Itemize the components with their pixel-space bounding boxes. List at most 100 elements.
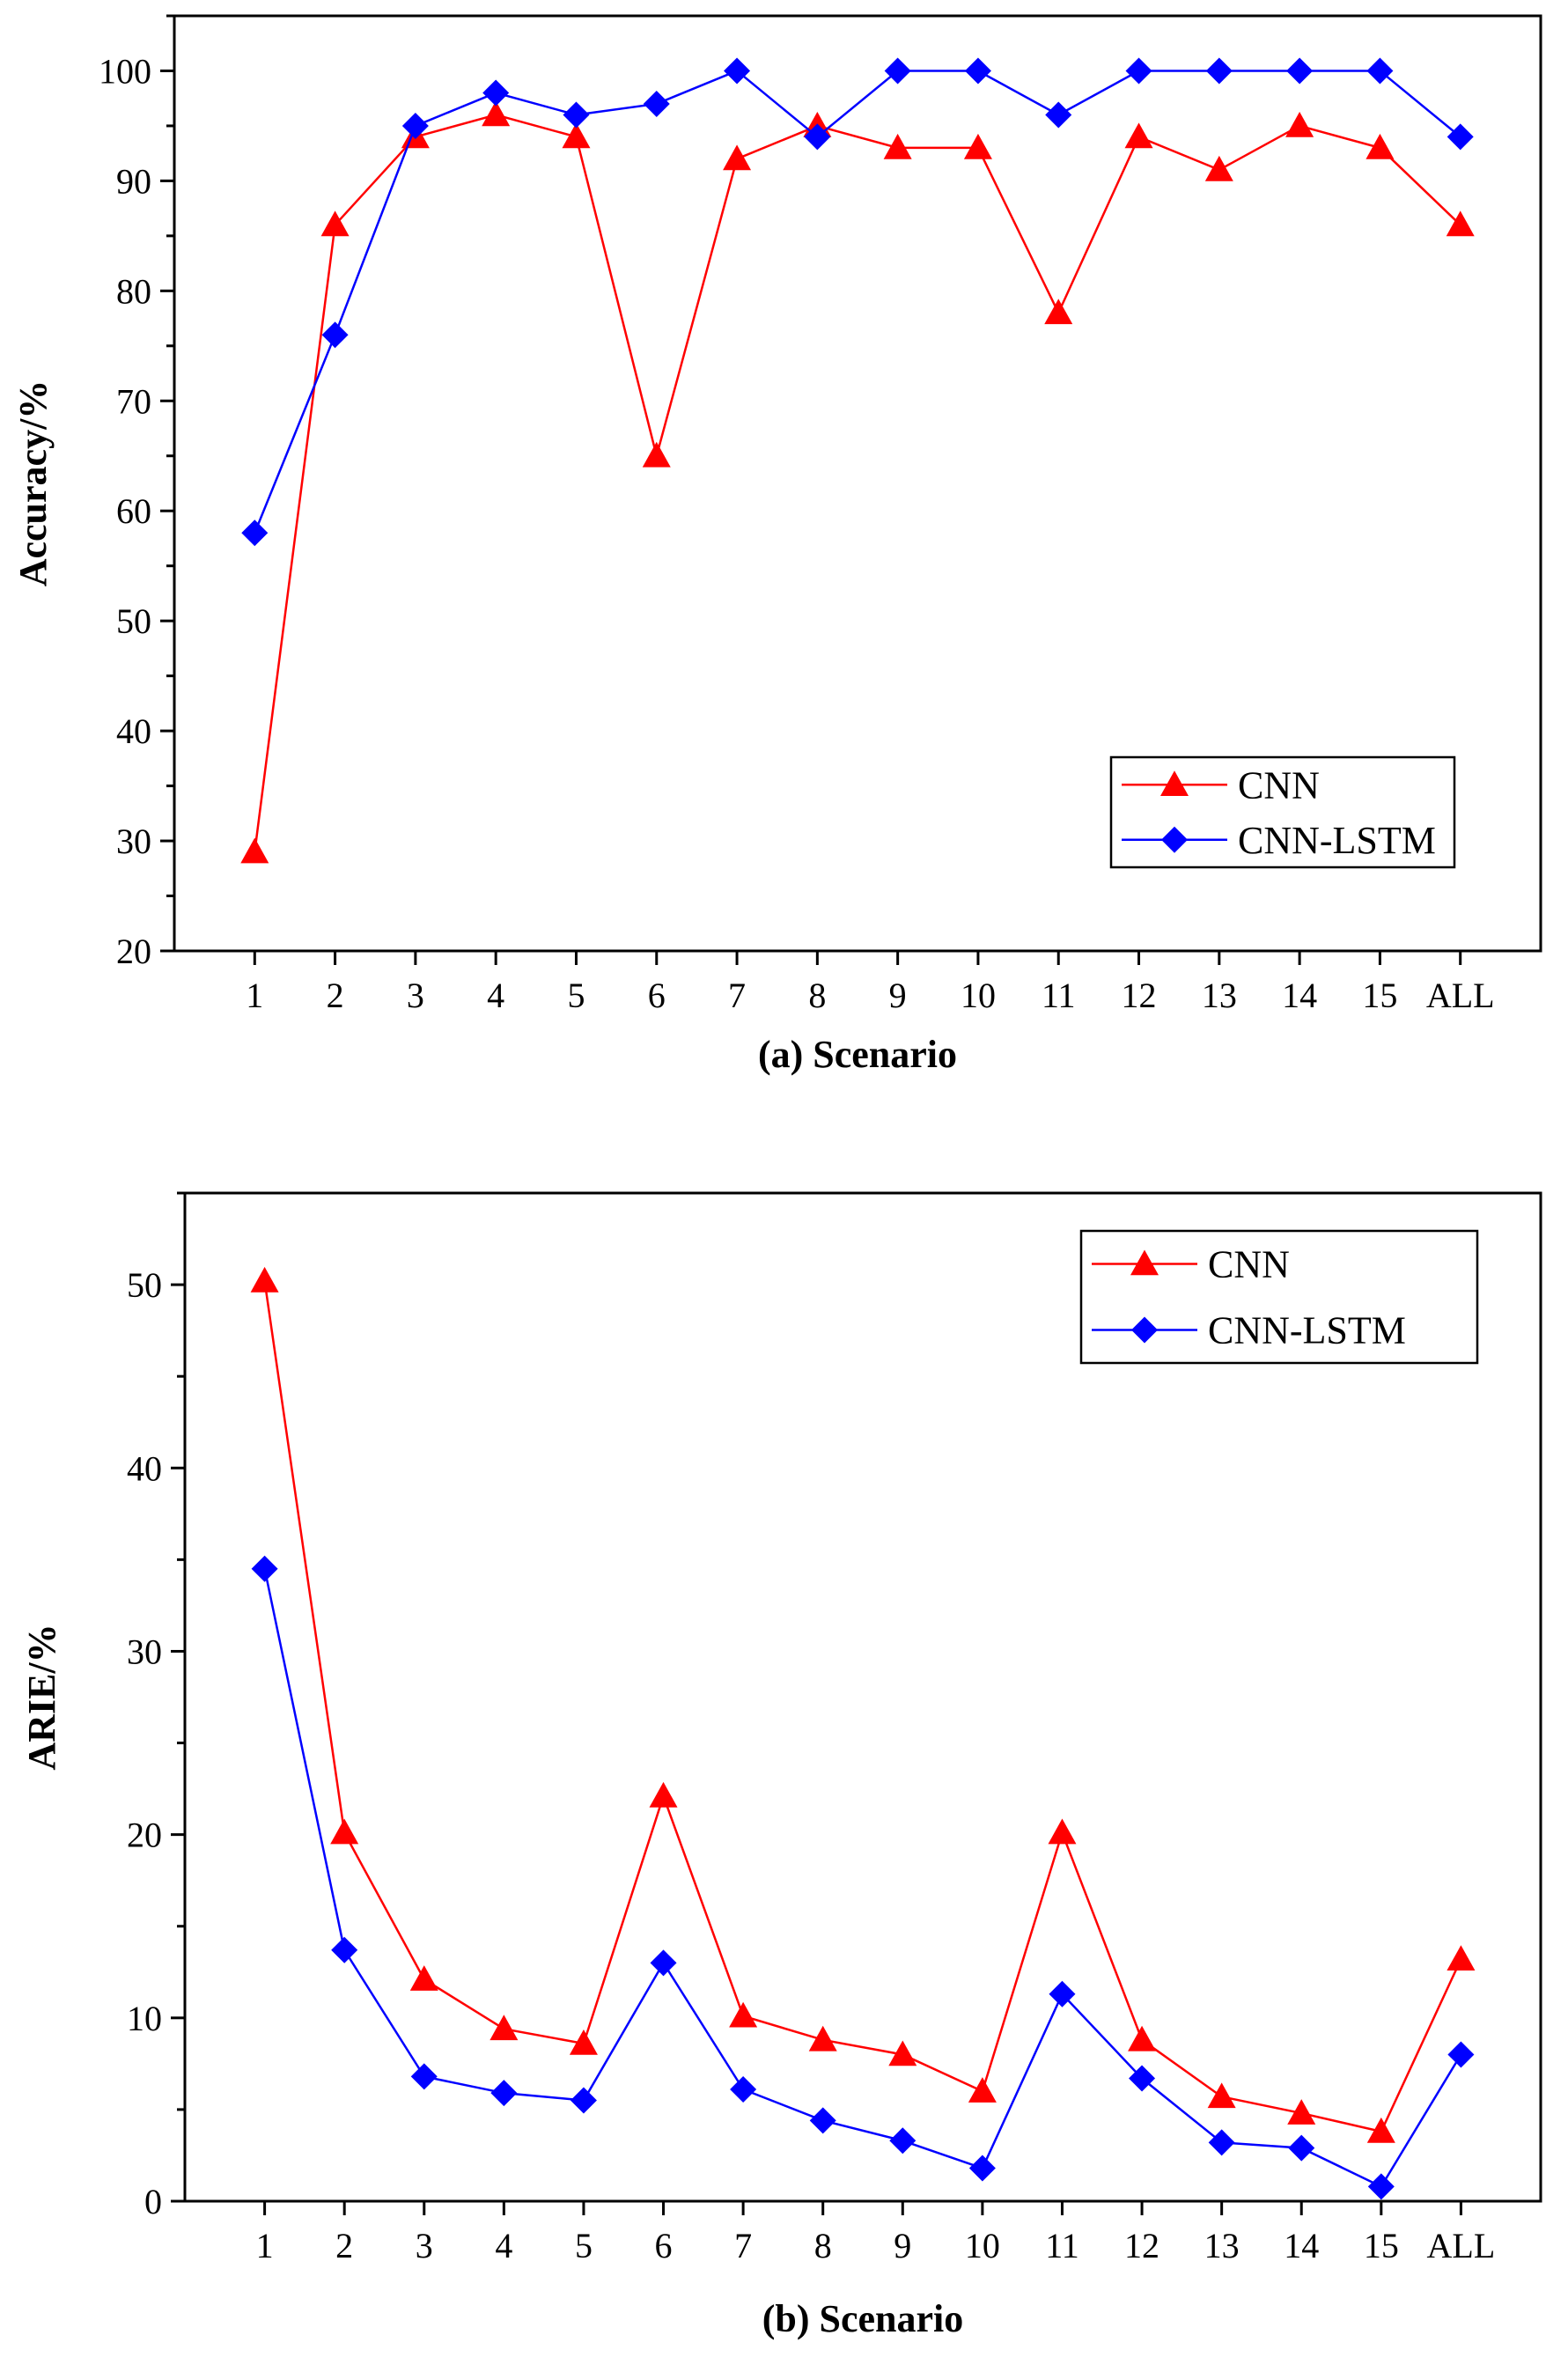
x-tick-label: 2 — [335, 2226, 353, 2265]
x-axis-title: (a) Scenario — [758, 1033, 957, 1076]
data-point-cnn — [649, 1781, 678, 1808]
x-tick-label: 5 — [567, 976, 585, 1015]
series-cnn-lstm — [251, 1555, 1475, 2200]
data-point-cnn-lstm — [1447, 2041, 1475, 2068]
x-tick-label: 14 — [1282, 976, 1317, 1015]
data-point-cnn-lstm — [884, 57, 911, 85]
data-point-cnn — [240, 837, 269, 864]
x-tick-label: 13 — [1202, 976, 1237, 1015]
x-axis-title: (b) Scenario — [762, 2297, 964, 2340]
data-point-cnn — [482, 100, 511, 127]
legend-marker-cnn-lstm — [1161, 826, 1188, 853]
y-axis-title: ARIE/% — [20, 1624, 63, 1770]
y-tick-label: 20 — [116, 932, 151, 971]
legend-label: CNN-LSTM — [1208, 1309, 1406, 1352]
y-tick-label: 50 — [116, 601, 151, 641]
data-point-cnn — [1207, 2082, 1236, 2109]
data-point-cnn — [1124, 122, 1153, 149]
legend: CNN CNN-LSTM — [1079, 1229, 1479, 1365]
y-tick-label: 70 — [116, 381, 151, 421]
data-point-cnn — [490, 2015, 519, 2041]
x-tick-label: 11 — [1042, 976, 1076, 1015]
legend-marker-cnn-lstm — [1131, 1316, 1158, 1344]
data-point-cnn-lstm — [964, 57, 991, 85]
x-tick-label: 8 — [808, 976, 826, 1015]
data-point-cnn-lstm — [1447, 123, 1474, 151]
data-point-cnn-lstm — [331, 1936, 358, 1963]
y-tick-label: 60 — [116, 491, 151, 531]
data-point-cnn-lstm — [724, 57, 751, 85]
x-tick-label: 9 — [889, 976, 907, 1015]
x-tick-label: ALL — [1426, 976, 1495, 1015]
data-point-cnn-lstm — [730, 2076, 757, 2103]
y-tick-label: 80 — [116, 271, 151, 311]
data-point-cnn-lstm — [490, 2080, 518, 2107]
y-tick-label: 30 — [116, 821, 151, 861]
data-point-cnn-lstm — [1205, 57, 1233, 85]
data-point-cnn — [1446, 210, 1475, 237]
data-point-cnn-lstm — [401, 112, 429, 139]
data-point-cnn-lstm — [321, 321, 349, 349]
data-point-cnn — [1366, 133, 1395, 159]
x-tick-label: 7 — [728, 976, 746, 1015]
y-axis-title: Accuracy/% — [11, 380, 55, 587]
data-point-cnn — [1285, 111, 1314, 137]
series-cnn — [250, 1266, 1476, 2143]
x-tick-label: 6 — [655, 2226, 673, 2265]
data-point-cnn — [1044, 298, 1073, 325]
series-cnn — [240, 100, 1475, 864]
x-tick-label: 6 — [648, 976, 666, 1015]
x-tick-label: 13 — [1204, 2226, 1240, 2265]
y-tick-label: 40 — [116, 711, 151, 751]
data-point-cnn-lstm — [251, 1555, 278, 1582]
data-point-cnn-lstm — [650, 1949, 677, 1977]
data-point-cnn-lstm — [482, 79, 510, 107]
data-point-cnn-lstm — [241, 519, 269, 547]
data-point-cnn — [883, 133, 912, 159]
data-point-cnn-lstm — [1045, 101, 1072, 129]
data-point-cnn-lstm — [889, 2127, 917, 2155]
y-tick-label: 50 — [127, 1265, 162, 1305]
data-point-cnn-lstm — [1208, 2129, 1235, 2156]
data-point-cnn-lstm — [809, 2107, 836, 2134]
data-point-cnn-lstm — [1286, 57, 1314, 85]
data-point-cnn — [330, 1818, 359, 1845]
series-line-cnn-lstm — [263, 1568, 1462, 2188]
data-point-cnn — [1128, 2025, 1157, 2052]
data-point-cnn — [1048, 1818, 1077, 1845]
x-tick-label: 10 — [965, 2226, 1000, 2265]
y-tick-label: 100 — [99, 51, 151, 91]
y-tick-label: 20 — [127, 1816, 162, 1855]
y-tick-label: 40 — [127, 1448, 162, 1488]
data-point-cnn — [1287, 2099, 1316, 2125]
data-point-cnn-lstm — [643, 90, 670, 117]
data-point-cnn — [250, 1266, 279, 1293]
series-line-cnn — [263, 1280, 1462, 2133]
data-point-cnn-lstm — [1125, 57, 1152, 85]
x-tick-label: 11 — [1045, 2226, 1079, 2265]
series-cnn-lstm — [241, 57, 1474, 547]
y-tick-label: 30 — [127, 1632, 162, 1671]
data-point-cnn — [409, 1965, 438, 1991]
x-tick-label: 12 — [1124, 2226, 1159, 2265]
x-tick-label: 2 — [327, 976, 344, 1015]
data-point-cnn-lstm — [1049, 1980, 1076, 2007]
legend-label: CNN — [1238, 763, 1320, 807]
data-point-cnn-lstm — [1288, 2134, 1315, 2162]
data-point-cnn — [963, 133, 992, 159]
data-point-cnn — [562, 122, 591, 149]
data-point-cnn — [888, 2040, 917, 2066]
x-tick-label: 8 — [814, 2226, 832, 2265]
x-tick-label: 4 — [487, 976, 504, 1015]
x-tick-label: 4 — [495, 2226, 512, 2265]
y-tick-label: 0 — [144, 2182, 162, 2221]
x-tick-label: 3 — [407, 976, 424, 1015]
x-tick-label: 15 — [1362, 976, 1397, 1015]
y-tick-label: 10 — [127, 1999, 162, 2038]
data-point-cnn-lstm — [1129, 2065, 1156, 2092]
x-tick-label: 12 — [1122, 976, 1157, 1015]
